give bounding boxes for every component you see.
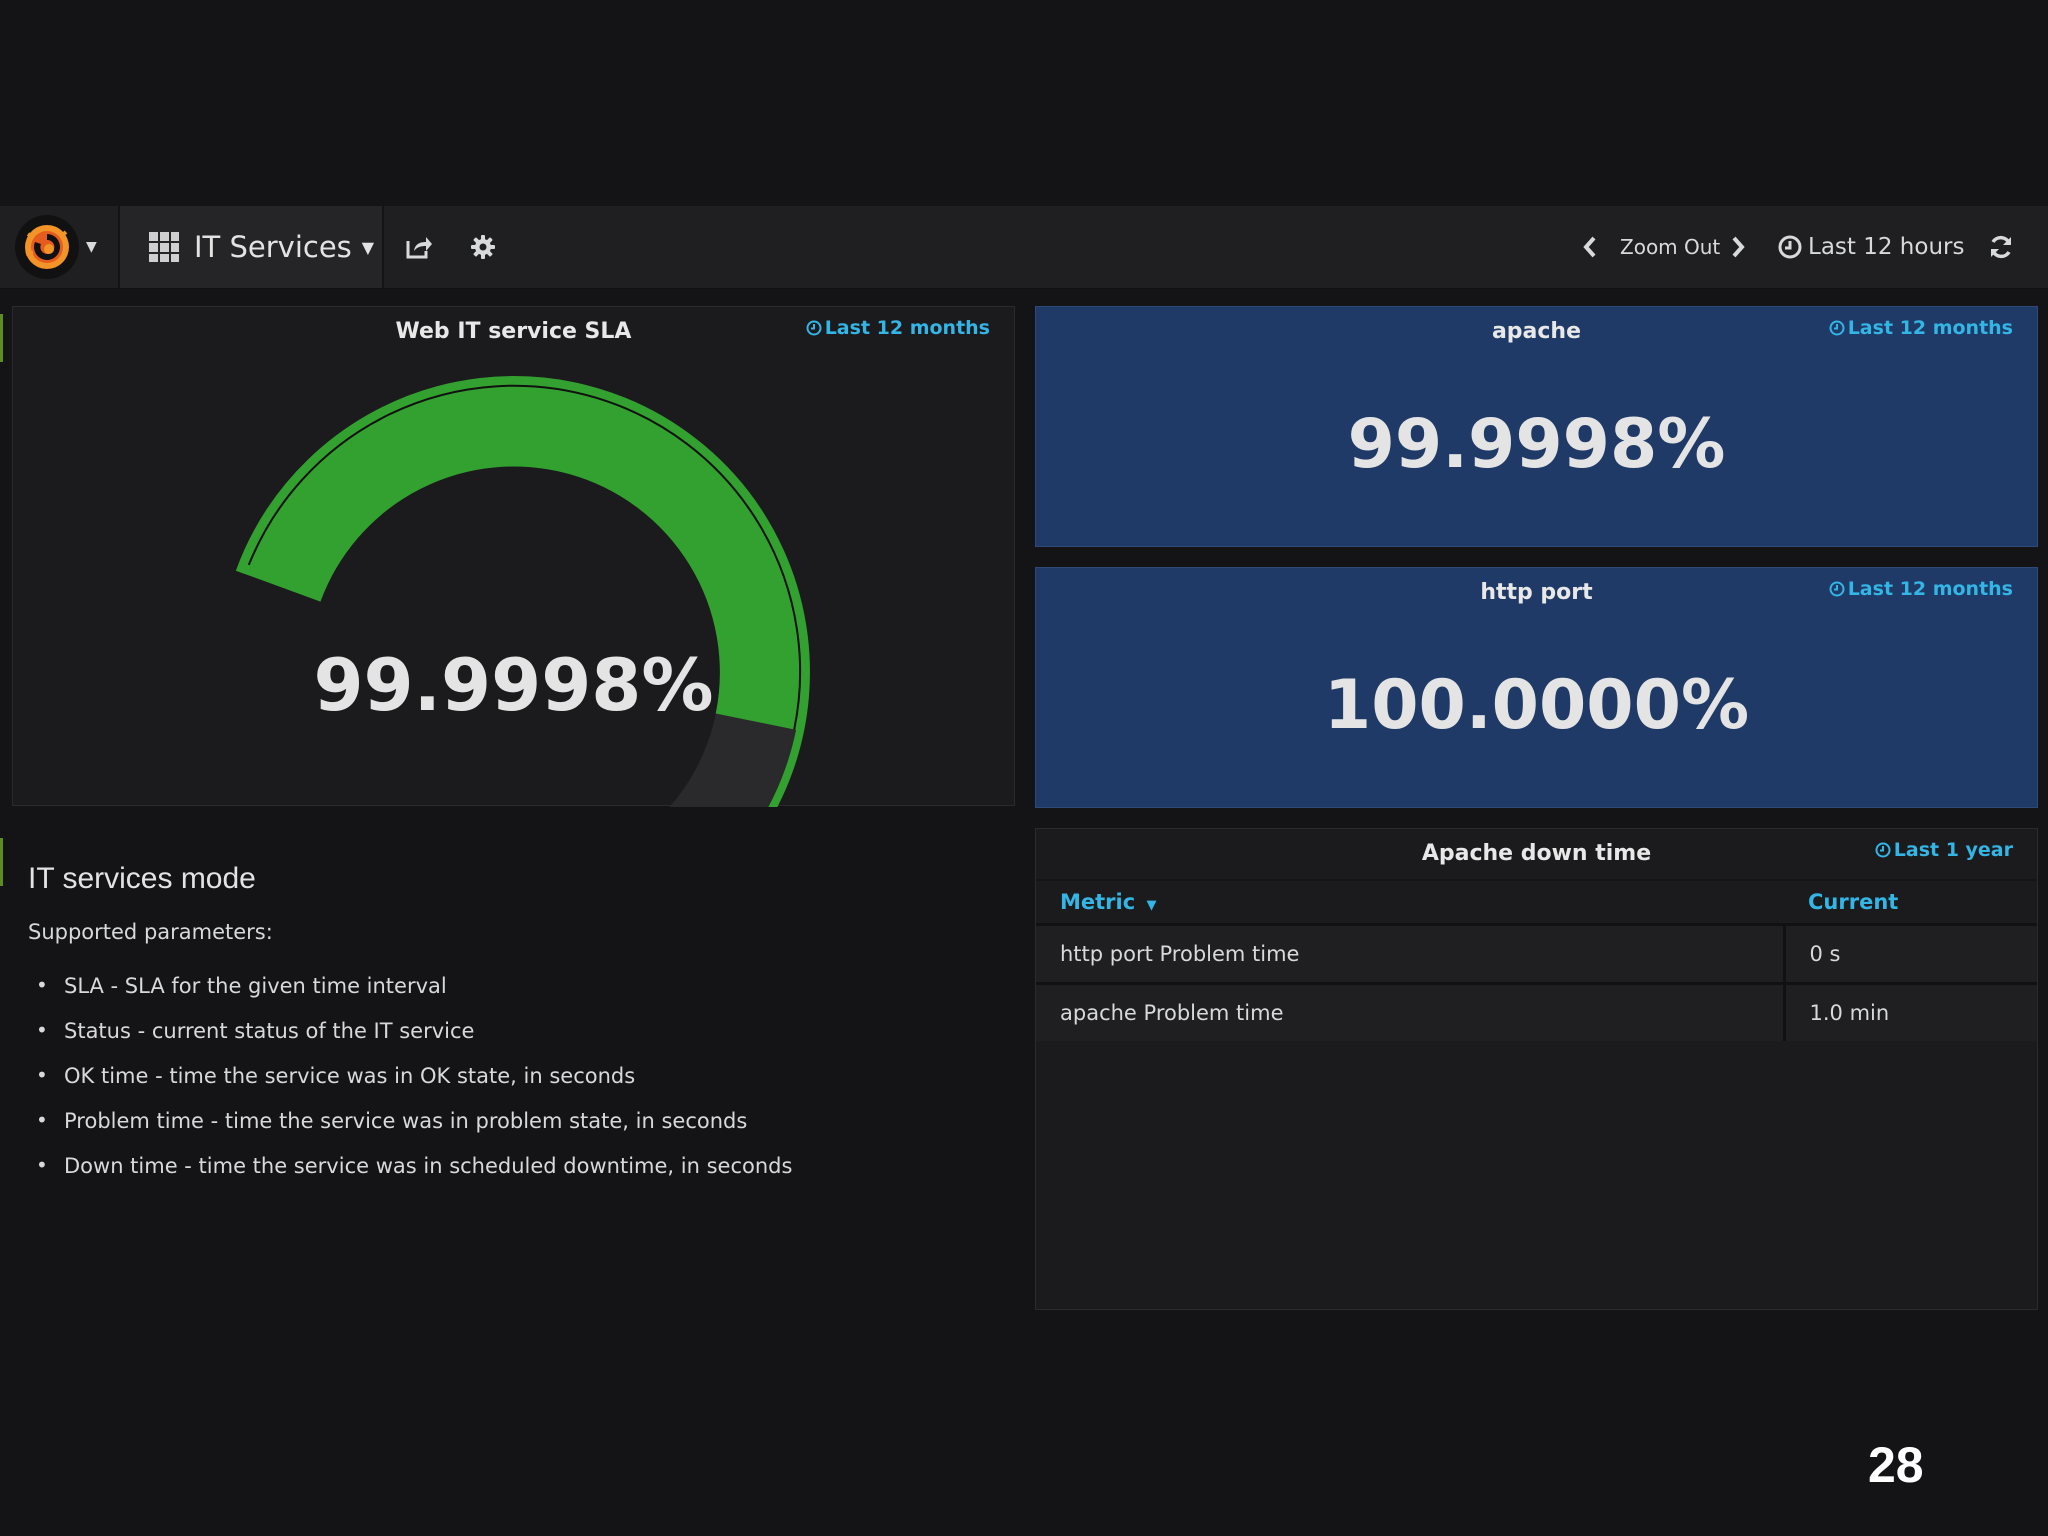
list-item: Status - current status of the IT servic… bbox=[36, 1018, 1010, 1064]
sort-caret-icon: ▼ bbox=[1146, 898, 1157, 913]
table-cell: 0 s bbox=[1782, 923, 2037, 984]
column-header-label: Metric bbox=[1060, 890, 1136, 914]
refresh-icon bbox=[1991, 235, 2011, 259]
column-header-label: Current bbox=[1808, 890, 1899, 914]
gauge-threshold-arc bbox=[235, 376, 810, 807]
clock-icon bbox=[1778, 235, 1802, 259]
text-panel-subheading: Supported parameters: bbox=[28, 920, 273, 944]
time-shift-forward-button[interactable] bbox=[1730, 206, 1746, 288]
zoom-out-label: Zoom Out bbox=[1620, 235, 1721, 259]
panel-time-label: Last 12 months bbox=[824, 317, 990, 339]
sla-gauge bbox=[235, 376, 810, 807]
chevron-left-icon bbox=[1583, 236, 1596, 258]
apache-stat-panel[interactable]: apache Last 12 months 99.9998% bbox=[1035, 306, 2038, 547]
table-row: http port Problem time 0 s bbox=[1036, 923, 2037, 984]
panel-time-label: Last 12 months bbox=[1847, 578, 2013, 600]
stat-value: 99.9998% bbox=[1347, 405, 1726, 484]
panel-time-label: Last 12 months bbox=[1847, 317, 2013, 339]
stat-value: 100.0000% bbox=[1323, 666, 1750, 745]
row-collapse-marker[interactable] bbox=[0, 314, 3, 362]
panel-title[interactable]: Web IT service SLA bbox=[395, 319, 632, 344]
slide-number: 28 bbox=[1868, 1437, 1924, 1493]
gear-icon bbox=[471, 235, 495, 259]
grafana-logo bbox=[15, 215, 79, 279]
table-cell: apache Problem time bbox=[1036, 982, 1784, 1041]
column-header-current[interactable]: Current bbox=[1784, 879, 2037, 925]
clock-icon bbox=[806, 320, 822, 336]
panel-time-info: Last 1 year bbox=[1875, 839, 2013, 861]
gauge-panel[interactable]: Web IT service SLA Last 12 months 99.999… bbox=[12, 306, 1015, 807]
downtime-table-panel[interactable]: Apache down time Last 1 year Metric ▼ Cu… bbox=[1035, 828, 2038, 1310]
gauge-fill bbox=[241, 382, 804, 731]
clock-icon bbox=[1829, 581, 1845, 597]
downtime-table: Metric ▼ Current http port Problem time … bbox=[1036, 879, 2037, 1041]
time-shift-back-button[interactable] bbox=[1582, 206, 1598, 288]
row-collapse-marker[interactable] bbox=[0, 838, 3, 886]
panel-time-info: Last 12 months bbox=[1829, 578, 2013, 600]
refresh-button[interactable] bbox=[1988, 206, 2014, 288]
list-item: OK time - time the service was in OK sta… bbox=[36, 1063, 1010, 1109]
grafana-menu-button[interactable]: ▼ bbox=[14, 206, 118, 288]
caret-down-icon: ▼ bbox=[361, 237, 375, 257]
panel-title[interactable]: apache bbox=[1491, 319, 1582, 344]
parameter-list: SLA - SLA for the given time interval St… bbox=[28, 973, 1010, 1199]
zoom-out-button[interactable]: Zoom Out bbox=[1620, 206, 1720, 288]
text-panel: IT services mode Supported parameters: S… bbox=[10, 838, 1010, 1199]
table-cell: http port Problem time bbox=[1036, 923, 1784, 984]
share-icon bbox=[406, 237, 432, 259]
panel-title[interactable]: http port bbox=[1480, 580, 1593, 605]
clock-icon bbox=[1875, 842, 1891, 858]
settings-button[interactable] bbox=[470, 206, 496, 288]
gauge-value: 99.9998% bbox=[313, 643, 714, 727]
dashboard-grid-icon bbox=[149, 232, 179, 262]
panel-time-info: Last 12 months bbox=[806, 317, 990, 339]
time-range-label: Last 12 hours bbox=[1808, 234, 1965, 260]
panel-time-info: Last 12 months bbox=[1829, 317, 2013, 339]
list-item: SLA - SLA for the given time interval bbox=[36, 973, 1010, 1019]
navbar-divider bbox=[382, 206, 384, 288]
list-item: Problem time - time the service was in p… bbox=[36, 1108, 1010, 1154]
text-panel-heading: IT services mode bbox=[28, 862, 256, 895]
gauge-divider-arc bbox=[247, 384, 802, 730]
panel-time-label: Last 1 year bbox=[1893, 839, 2013, 861]
top-navbar: ▼ IT Services ▼ bbox=[0, 206, 2048, 289]
navbar-divider bbox=[118, 206, 120, 288]
table-row: apache Problem time 1.0 min bbox=[1036, 982, 2037, 1041]
time-picker-button[interactable]: Last 12 hours bbox=[1778, 206, 1964, 288]
table-cell: 1.0 min bbox=[1782, 982, 2037, 1041]
chevron-right-icon bbox=[1732, 236, 1745, 258]
list-item: Down time - time the service was in sche… bbox=[36, 1153, 1010, 1199]
panel-title[interactable]: Apache down time bbox=[1421, 841, 1652, 866]
column-header-metric[interactable]: Metric ▼ bbox=[1036, 879, 1784, 925]
dashboard-title-dropdown[interactable]: IT Services ▼ bbox=[120, 206, 382, 288]
http-port-stat-panel[interactable]: http port Last 12 months 100.0000% bbox=[1035, 567, 2038, 808]
dashboard-title: IT Services bbox=[194, 230, 352, 264]
clock-icon bbox=[1829, 320, 1845, 336]
caret-down-icon: ▼ bbox=[86, 239, 97, 255]
table-header-row: Metric ▼ Current bbox=[1036, 879, 2037, 925]
share-button[interactable] bbox=[404, 206, 432, 288]
